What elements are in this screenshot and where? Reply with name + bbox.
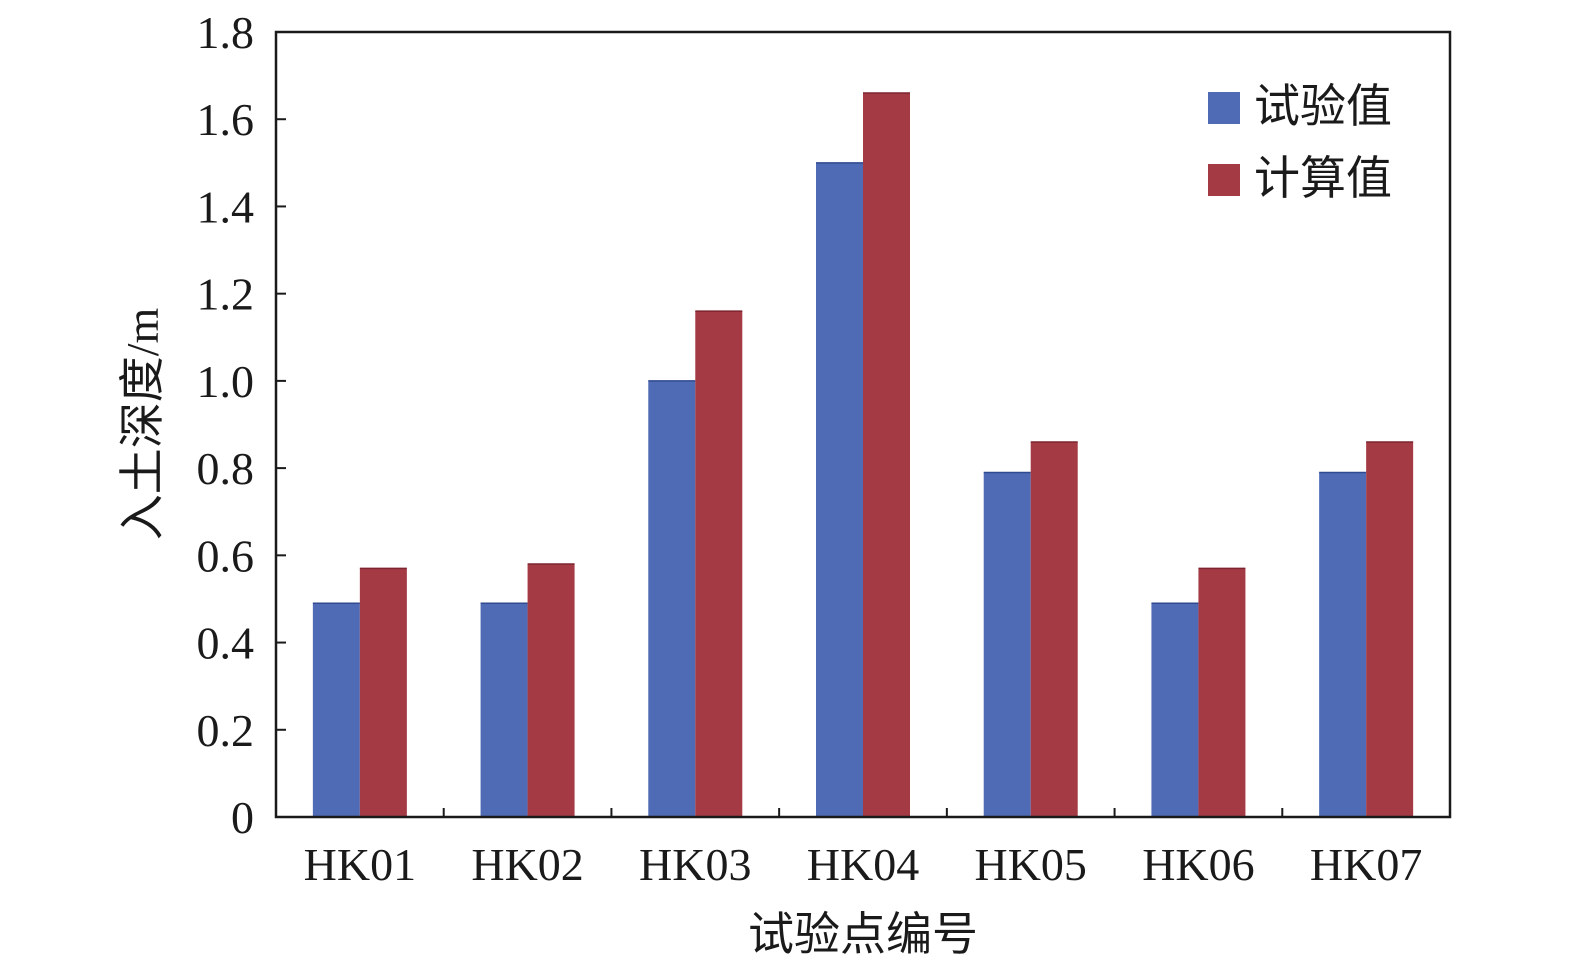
legend-swatch-series-1	[1208, 92, 1240, 124]
x-tick-label-hk05: HK05	[974, 839, 1086, 890]
bar-hk05-series-2	[1030, 441, 1078, 817]
bar-hk06-series-2	[1198, 568, 1246, 817]
bar-hk06-series-1	[1151, 603, 1199, 817]
y-tick-label-0-2: 0.2	[197, 705, 255, 756]
x-tick-label-hk04: HK04	[807, 839, 919, 890]
bar-hk02-series-2	[527, 564, 575, 817]
labels-layer: HK01 HK02 HK03 HK04 HK05 HK06 HK07 0 0.2 0.4 0.6 0.…	[197, 7, 1423, 890]
plot-frame	[274, 30, 1452, 819]
y-axis-title: 入土深度/m	[117, 308, 168, 541]
legend-label-series-1: 试验值	[1254, 81, 1392, 132]
bar-hk02-series-1	[480, 603, 528, 817]
x-tick-label-hk03: HK03	[639, 839, 751, 890]
y-tick-label-0-6: 0.6	[197, 530, 255, 581]
bar-hk01-series-1	[312, 603, 360, 817]
bar-hk04-series-1	[816, 162, 863, 818]
bar-hk05-series-1	[983, 472, 1031, 817]
x-tick-label-hk02: HK02	[471, 839, 583, 890]
legend-label-series-2: 计算值	[1254, 153, 1392, 204]
bars-layer	[312, 92, 1414, 818]
bar-hk03-series-2	[695, 311, 743, 817]
y-tick-label-1-0: 1.0	[197, 356, 255, 407]
ticks-layer	[276, 31, 1284, 818]
y-tick-label-0-4: 0.4	[197, 618, 255, 669]
y-tick-label-0: 0	[231, 792, 254, 843]
y-tick-label-1-8: 1.8	[197, 7, 255, 58]
bar-hk07-series-1	[1319, 472, 1367, 817]
bar-hk03-series-1	[648, 380, 696, 817]
legend-swatch-series-2	[1208, 164, 1240, 196]
y-tick-label-1-4: 1.4	[197, 181, 255, 232]
x-tick-label-hk01: HK01	[304, 839, 416, 890]
bar-hk07-series-2	[1366, 441, 1414, 817]
bar-hk01-series-2	[359, 568, 407, 817]
bar-hk04-series-2	[863, 93, 910, 818]
y-tick-label-1-6: 1.6	[197, 94, 255, 145]
x-tick-label-hk07: HK07	[1310, 839, 1422, 890]
y-tick-label-1-2: 1.2	[197, 269, 255, 320]
x-tick-label-hk06: HK06	[1142, 839, 1254, 890]
y-tick-label-0-8: 0.8	[197, 443, 255, 494]
x-axis-title: 试验点编号	[748, 909, 978, 960]
